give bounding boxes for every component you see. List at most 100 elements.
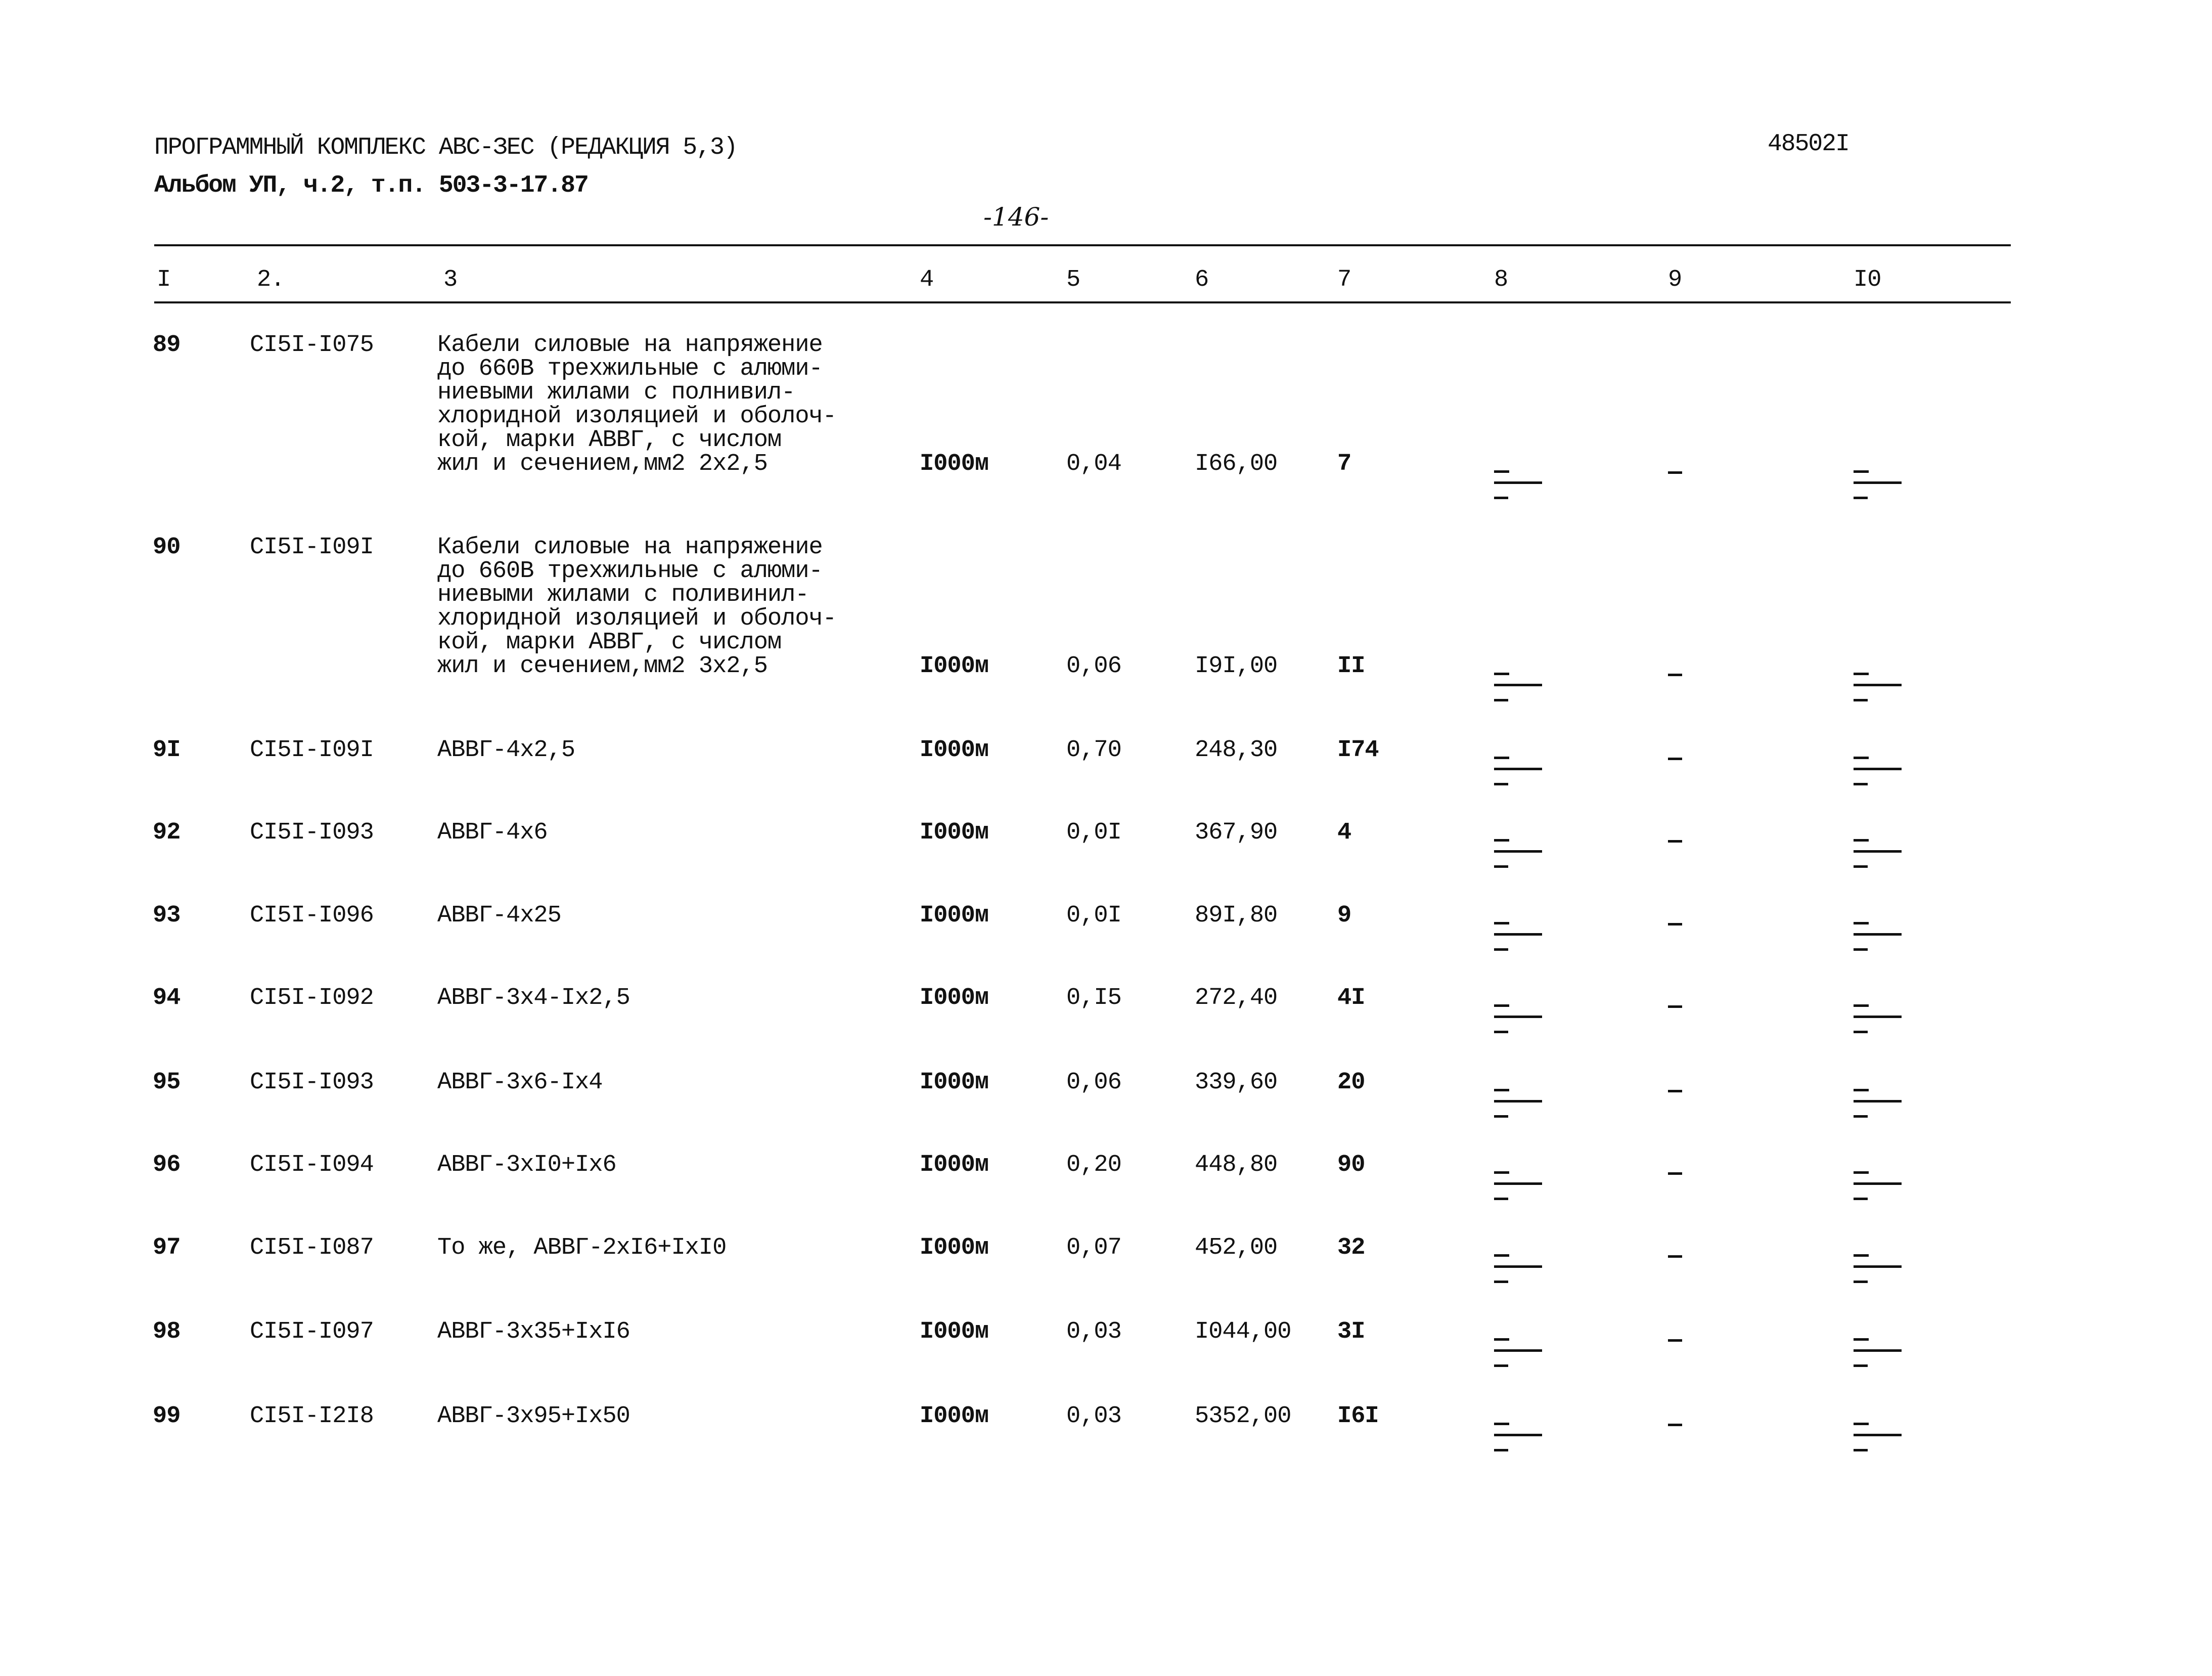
- col-10-empty-dash: [1854, 1198, 1868, 1200]
- unit-price: 89I,80: [1195, 902, 1278, 929]
- col-10-empty-dash: [1854, 865, 1868, 868]
- row-number: 9I: [153, 737, 180, 764]
- row-number: 95: [153, 1069, 180, 1096]
- item-description: ниевыми жилами с полнивил-: [437, 379, 795, 406]
- column-7-value: II: [1337, 653, 1365, 680]
- document-title: ПРОГРАММНЫЙ КОМПЛЕКС АВС-ЗЕС (РЕДАКЦИЯ 5…: [154, 134, 738, 161]
- column-header-2: 2.: [257, 267, 285, 293]
- col-10-empty-dash: [1854, 757, 1869, 759]
- item-code: CI5I-I087: [250, 1234, 374, 1261]
- unit: I000м: [920, 819, 989, 846]
- item-code: CI5I-I093: [250, 1069, 374, 1096]
- col-8-empty-dash: [1494, 1031, 1508, 1033]
- item-code: CI5I-I094: [250, 1152, 374, 1178]
- item-description: жил и сечением,мм2 2х2,5: [437, 451, 768, 477]
- unit: I000м: [920, 985, 989, 1011]
- quantity: 0,20: [1066, 1152, 1122, 1178]
- col-10-empty-dash: [1854, 1423, 1869, 1425]
- col-8-empty-dash: [1494, 783, 1508, 785]
- column-7-value: 32: [1337, 1234, 1365, 1261]
- item-code: CI5I-I09I: [250, 534, 374, 561]
- column-header-8: 8: [1494, 267, 1508, 293]
- item-description: до 660В трехжильные с алюми-: [437, 356, 823, 382]
- col-9-empty-dash: [1668, 923, 1682, 925]
- col-8-empty-dash: [1494, 481, 1542, 484]
- col-9-empty-dash: [1668, 1339, 1682, 1342]
- col-10-empty-dash: [1854, 1182, 1902, 1185]
- item-description: кой, марки АВВГ, с числом: [437, 629, 782, 656]
- col-10-empty-dash: [1854, 933, 1902, 936]
- unit-price: 448,80: [1195, 1152, 1278, 1178]
- col-10-empty-dash: [1854, 1449, 1868, 1451]
- item-description: хлоридной изоляцией и оболоч-: [437, 403, 837, 430]
- album-reference: Альбом УП, ч.2, т.п. 503-3-17.87: [154, 172, 589, 199]
- col-8-empty-dash: [1494, 768, 1542, 770]
- column-7-value: 20: [1337, 1069, 1365, 1096]
- unit-price: 5352,00: [1195, 1403, 1291, 1430]
- unit: I000м: [920, 902, 989, 929]
- col-9-empty-dash: [1668, 674, 1682, 676]
- unit: I000м: [920, 1403, 989, 1430]
- col-8-empty-dash: [1494, 839, 1509, 842]
- item-description: АВВГ-3х6-Iх4: [437, 1069, 603, 1096]
- col-8-empty-dash: [1494, 1423, 1509, 1425]
- unit-price: 272,40: [1195, 985, 1278, 1011]
- col-8-empty-dash: [1494, 1364, 1508, 1367]
- column-header-1: I: [157, 267, 171, 293]
- unit: I000м: [920, 653, 989, 680]
- row-number: 93: [153, 902, 180, 929]
- item-description: То же, АВВГ-2хI6+IхI0: [437, 1234, 727, 1261]
- col-10-empty-dash: [1854, 497, 1868, 499]
- row-number: 97: [153, 1234, 180, 1261]
- item-code: CI5I-I096: [250, 902, 374, 929]
- quantity: 0,04: [1066, 451, 1122, 477]
- quantity: 0,I5: [1066, 985, 1122, 1011]
- item-description: АВВГ-3х4-Iх2,5: [437, 985, 630, 1011]
- column-header-5: 5: [1066, 267, 1080, 293]
- row-number: 96: [153, 1152, 180, 1178]
- column-7-value: 7: [1337, 451, 1351, 477]
- col-8-empty-dash: [1494, 948, 1508, 951]
- col-10-empty-dash: [1854, 481, 1902, 484]
- col-9-empty-dash: [1668, 758, 1682, 760]
- col-8-empty-dash: [1494, 1349, 1542, 1352]
- col-10-empty-dash: [1854, 1100, 1902, 1102]
- col-9-empty-dash: [1668, 1090, 1682, 1092]
- col-10-empty-dash: [1854, 699, 1868, 701]
- col-10-empty-dash: [1854, 839, 1869, 842]
- item-description: Кабели силовые на напряжение: [437, 332, 823, 359]
- item-description: жил и сечением,мм2 3х2,5: [437, 653, 768, 680]
- quantity: 0,07: [1066, 1234, 1122, 1261]
- quantity: 0,03: [1066, 1318, 1122, 1345]
- column-7-value: 3I: [1337, 1318, 1365, 1345]
- quantity: 0,70: [1066, 737, 1122, 764]
- col-8-empty-dash: [1494, 865, 1508, 868]
- row-number: 92: [153, 819, 180, 846]
- unit-price: 248,30: [1195, 737, 1278, 764]
- column-header-4: 4: [920, 267, 934, 293]
- col-10-empty-dash: [1854, 1089, 1869, 1091]
- col-8-empty-dash: [1494, 1016, 1542, 1018]
- item-code: CI5I-I093: [250, 819, 374, 846]
- col-8-empty-dash: [1494, 1115, 1508, 1118]
- col-8-empty-dash: [1494, 1265, 1542, 1268]
- row-number: 94: [153, 985, 180, 1011]
- table-top-rule: [154, 244, 2011, 246]
- unit: I000м: [920, 451, 989, 477]
- column-7-value: 90: [1337, 1152, 1365, 1178]
- col-10-empty-dash: [1854, 1338, 1869, 1341]
- column-7-value: 4: [1337, 819, 1351, 846]
- col-8-empty-dash: [1494, 933, 1542, 936]
- col-10-empty-dash: [1854, 850, 1902, 853]
- table-header-rule: [154, 301, 2011, 303]
- unit: I000м: [920, 1318, 989, 1345]
- unit-price: I9I,00: [1195, 653, 1278, 680]
- col-8-empty-dash: [1494, 850, 1542, 853]
- col-8-empty-dash: [1494, 1434, 1542, 1436]
- document-number: 48502I: [1768, 130, 1850, 158]
- col-10-empty-dash: [1854, 1254, 1869, 1257]
- col-8-empty-dash: [1494, 470, 1509, 473]
- col-10-empty-dash: [1854, 1434, 1902, 1436]
- row-number: 98: [153, 1318, 180, 1345]
- col-8-empty-dash: [1494, 1182, 1542, 1185]
